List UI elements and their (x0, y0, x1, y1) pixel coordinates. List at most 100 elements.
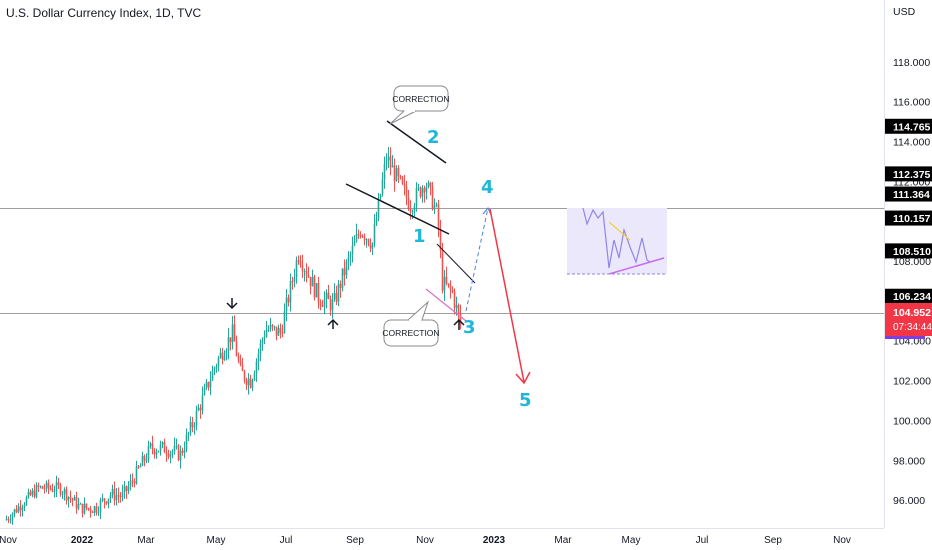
candle (37, 482, 40, 493)
candle (85, 503, 88, 511)
candle (341, 268, 344, 292)
correction-callout-top[interactable]: CORRECTION (389, 85, 450, 125)
candle (317, 276, 320, 309)
price-axis-tick: 116.000 (893, 97, 930, 109)
candle (311, 269, 314, 287)
candle (357, 229, 360, 240)
price-tag[interactable]: 114.765 (885, 118, 932, 134)
currency-label: USD (893, 6, 916, 18)
candle (319, 299, 322, 311)
price-tag[interactable]: 111.364 (885, 186, 932, 202)
arrow-down-icon (226, 298, 238, 310)
candle (305, 263, 308, 283)
candle (353, 235, 356, 247)
candle (95, 502, 98, 516)
candle (61, 490, 64, 500)
candle (183, 441, 186, 459)
price-tag[interactable]: 110.157 (885, 210, 932, 226)
price-tag[interactable]: 108.510 (885, 243, 932, 259)
candle (407, 189, 410, 211)
price-tag[interactable]: 112.375 (885, 166, 932, 182)
candle (383, 156, 386, 189)
candle (403, 174, 406, 196)
candle (405, 180, 408, 206)
alt-price-tag-edge (885, 336, 925, 339)
candle (181, 447, 184, 456)
candle (433, 198, 436, 214)
candle (189, 416, 192, 437)
candle (431, 181, 434, 211)
correction-label-bottom: CORRECTION (382, 328, 439, 338)
projection-inset-sketch[interactable] (567, 207, 667, 275)
candle (33, 484, 36, 499)
time-axis-tick: Mar (554, 535, 572, 546)
candle (365, 238, 368, 248)
candle (127, 481, 130, 495)
price-axis-tick: 108.000 (893, 256, 931, 268)
price-axis-tick: 100.000 (893, 415, 931, 427)
candle (143, 454, 146, 467)
candle (89, 506, 92, 518)
candle (385, 153, 388, 171)
candle (9, 514, 12, 524)
price-axis-tick: 102.000 (893, 376, 931, 388)
time-axis-tick: Sep (764, 535, 782, 546)
candle (57, 477, 60, 489)
trendline-wave1[interactable] (345, 183, 450, 235)
candle (241, 357, 244, 372)
candle (367, 238, 370, 247)
candle (55, 475, 58, 498)
candle (359, 231, 362, 239)
candle (217, 355, 220, 372)
time-axis-tick: 2023 (483, 535, 506, 546)
correction-callout-bottom[interactable]: CORRECTION (382, 300, 440, 347)
candle (289, 273, 292, 312)
candle (211, 365, 214, 381)
candle (315, 282, 318, 298)
projection-wave5-line[interactable] (489, 208, 525, 383)
candle (165, 446, 168, 462)
candle (345, 259, 348, 279)
candle (149, 441, 152, 449)
projection-wave4-line[interactable] (465, 207, 489, 312)
projection-wave5-arrowhead-icon (515, 371, 531, 385)
candle (437, 199, 440, 238)
candle (253, 370, 256, 382)
price-axis-tick: 118.000 (893, 57, 930, 69)
candle (111, 484, 114, 499)
candle (447, 283, 450, 288)
candle (423, 185, 426, 203)
candle (453, 288, 456, 315)
candle (451, 286, 454, 294)
candle (197, 404, 200, 412)
candle (119, 492, 122, 503)
price-tag[interactable]: 106.234 (885, 288, 932, 304)
trendline-wedge-upper[interactable] (436, 243, 476, 284)
candle (17, 503, 20, 514)
candle (243, 369, 246, 384)
candle (439, 220, 442, 259)
candle (169, 450, 172, 464)
candle (393, 158, 396, 192)
candle (203, 383, 206, 396)
candle (135, 460, 138, 485)
candle (63, 487, 66, 501)
candle (321, 299, 324, 308)
candle (309, 276, 312, 295)
trendline-wave2[interactable] (386, 120, 447, 164)
candle (199, 404, 202, 419)
last-price-tag[interactable]: 104.952 07:34:44 (885, 303, 932, 339)
candle (277, 324, 280, 336)
price-axis-tick: 98.000 (893, 455, 925, 467)
trendline-wedge-lower[interactable] (425, 288, 467, 322)
candle (153, 448, 156, 459)
candle (333, 283, 336, 302)
candle (337, 280, 340, 306)
candle (457, 303, 460, 323)
candle (419, 186, 422, 199)
candle (427, 180, 430, 189)
candle (435, 202, 438, 208)
time-axis-tick: Nov (416, 535, 434, 546)
candle (287, 294, 290, 307)
